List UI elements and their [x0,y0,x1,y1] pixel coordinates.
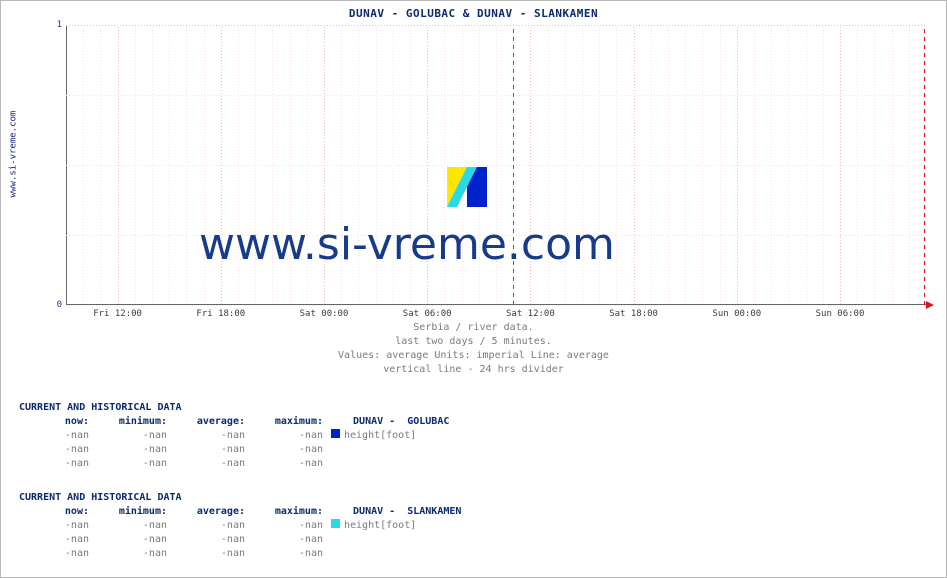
column-header: maximum: [245,415,323,429]
grid-line-vertical [169,25,170,305]
grid-line-vertical [823,25,824,305]
watermark-text: www.si-vreme.com [199,219,615,270]
series-unit-label: height[foot] [344,429,416,443]
x-tick-label: Fri 12:00 [93,309,142,319]
table-cell: -nan [167,533,245,547]
legend-swatch-icon [331,519,340,528]
table-cell: -nan [167,429,245,443]
grid-line-vertical [737,25,738,305]
table-cell: -nan [245,457,323,471]
table-cell: -nan [89,519,167,533]
data-block-heading: CURRENT AND HISTORICAL DATA [19,491,461,505]
chart-frame: www.si-vreme.com DUNAV - GOLUBAC & DUNAV… [0,0,947,578]
grid-line-vertical [720,25,721,305]
grid-line-vertical [152,25,153,305]
table-row: -nan-nan-nan-nan [19,533,461,547]
subtitle-line: last two days / 5 minutes. [1,335,946,349]
table-row: -nan-nan-nan-nan [19,443,449,457]
grid-line-vertical [702,25,703,305]
grid-line-vertical [892,25,893,305]
data-block-columns: now:minimum:average:maximum: DUNAV - SLA… [19,505,461,519]
table-cell: -nan [89,429,167,443]
table-cell: -nan [245,519,323,533]
series-title: DUNAV - GOLUBAC [323,415,449,429]
table-cell: -nan [245,443,323,457]
legend-swatch-icon [331,429,340,438]
grid-line-vertical [616,25,617,305]
grid-line-horizontal [66,305,926,306]
grid-line-vertical [857,25,858,305]
subtitle-line: Serbia / river data. [1,321,946,335]
column-header: maximum: [245,505,323,519]
table-cell: -nan [167,457,245,471]
data-block: CURRENT AND HISTORICAL DATAnow:minimum:a… [19,401,449,471]
grid-line-vertical [909,25,910,305]
grid-line-vertical [685,25,686,305]
grid-line-vertical [806,25,807,305]
table-cell: -nan [19,519,89,533]
table-cell: -nan [245,547,323,561]
chart-title: DUNAV - GOLUBAC & DUNAV - SLANKAMEN [1,7,946,20]
data-block-heading: CURRENT AND HISTORICAL DATA [19,401,449,415]
data-block-columns: now:minimum:average:maximum: DUNAV - GOL… [19,415,449,429]
site-link-vertical[interactable]: www.si-vreme.com [8,111,18,198]
table-row: -nan-nan-nan-nanheight[foot] [19,429,449,443]
table-cell: -nan [167,519,245,533]
grid-line-vertical [186,25,187,305]
table-row: -nan-nan-nan-nanheight[foot] [19,519,461,533]
chart-subtitle-block: Serbia / river data.last two days / 5 mi… [1,321,946,377]
y-axis-outer-label-container: www.si-vreme.com [3,1,23,307]
column-header: now: [19,505,89,519]
table-cell: -nan [245,429,323,443]
table-cell: -nan [89,443,167,457]
grid-line-vertical [668,25,669,305]
table-row: -nan-nan-nan-nan [19,547,461,561]
x-tick-label: Sun 06:00 [816,309,865,319]
column-header: minimum: [89,505,167,519]
grid-line-vertical [118,25,119,305]
x-tick-label: Sat 18:00 [609,309,658,319]
table-cell: -nan [89,457,167,471]
grid-line-vertical [771,25,772,305]
column-header: now: [19,415,89,429]
table-cell: -nan [245,533,323,547]
series-unit-label: height[foot] [344,519,416,533]
x-tick-label: Sun 00:00 [712,309,761,319]
table-cell: -nan [19,547,89,561]
table-cell: -nan [19,533,89,547]
column-header: average: [167,505,245,519]
site-logo-icon [447,167,487,207]
table-cell: -nan [89,547,167,561]
grid-line-vertical [100,25,101,305]
x-tick-label: Sat 06:00 [403,309,452,319]
x-tick-label: Sat 12:00 [506,309,555,319]
grid-line-vertical [840,25,841,305]
grid-line-vertical [651,25,652,305]
grid-line-vertical [874,25,875,305]
grid-line-vertical [788,25,789,305]
table-cell: -nan [167,547,245,561]
grid-line-vertical [83,25,84,305]
grid-line-vertical [634,25,635,305]
y-tick-label: 0 [48,300,62,310]
x-tick-label: Fri 18:00 [196,309,245,319]
table-cell: -nan [19,443,89,457]
data-block: CURRENT AND HISTORICAL DATAnow:minimum:a… [19,491,461,561]
table-cell: -nan [89,533,167,547]
column-header: average: [167,415,245,429]
grid-line-vertical [754,25,755,305]
subtitle-line: Values: average Units: imperial Line: av… [1,349,946,363]
x-tick-label: Sat 00:00 [300,309,349,319]
y-tick-label: 1 [48,20,62,30]
grid-line-vertical [135,25,136,305]
table-row: -nan-nan-nan-nan [19,457,449,471]
column-header: minimum: [89,415,167,429]
table-cell: -nan [19,429,89,443]
x-axis-arrow-icon [926,301,934,309]
table-cell: -nan [167,443,245,457]
table-cell: -nan [19,457,89,471]
series-title: DUNAV - SLANKAMEN [323,505,461,519]
subtitle-line: vertical line - 24 hrs divider [1,363,946,377]
